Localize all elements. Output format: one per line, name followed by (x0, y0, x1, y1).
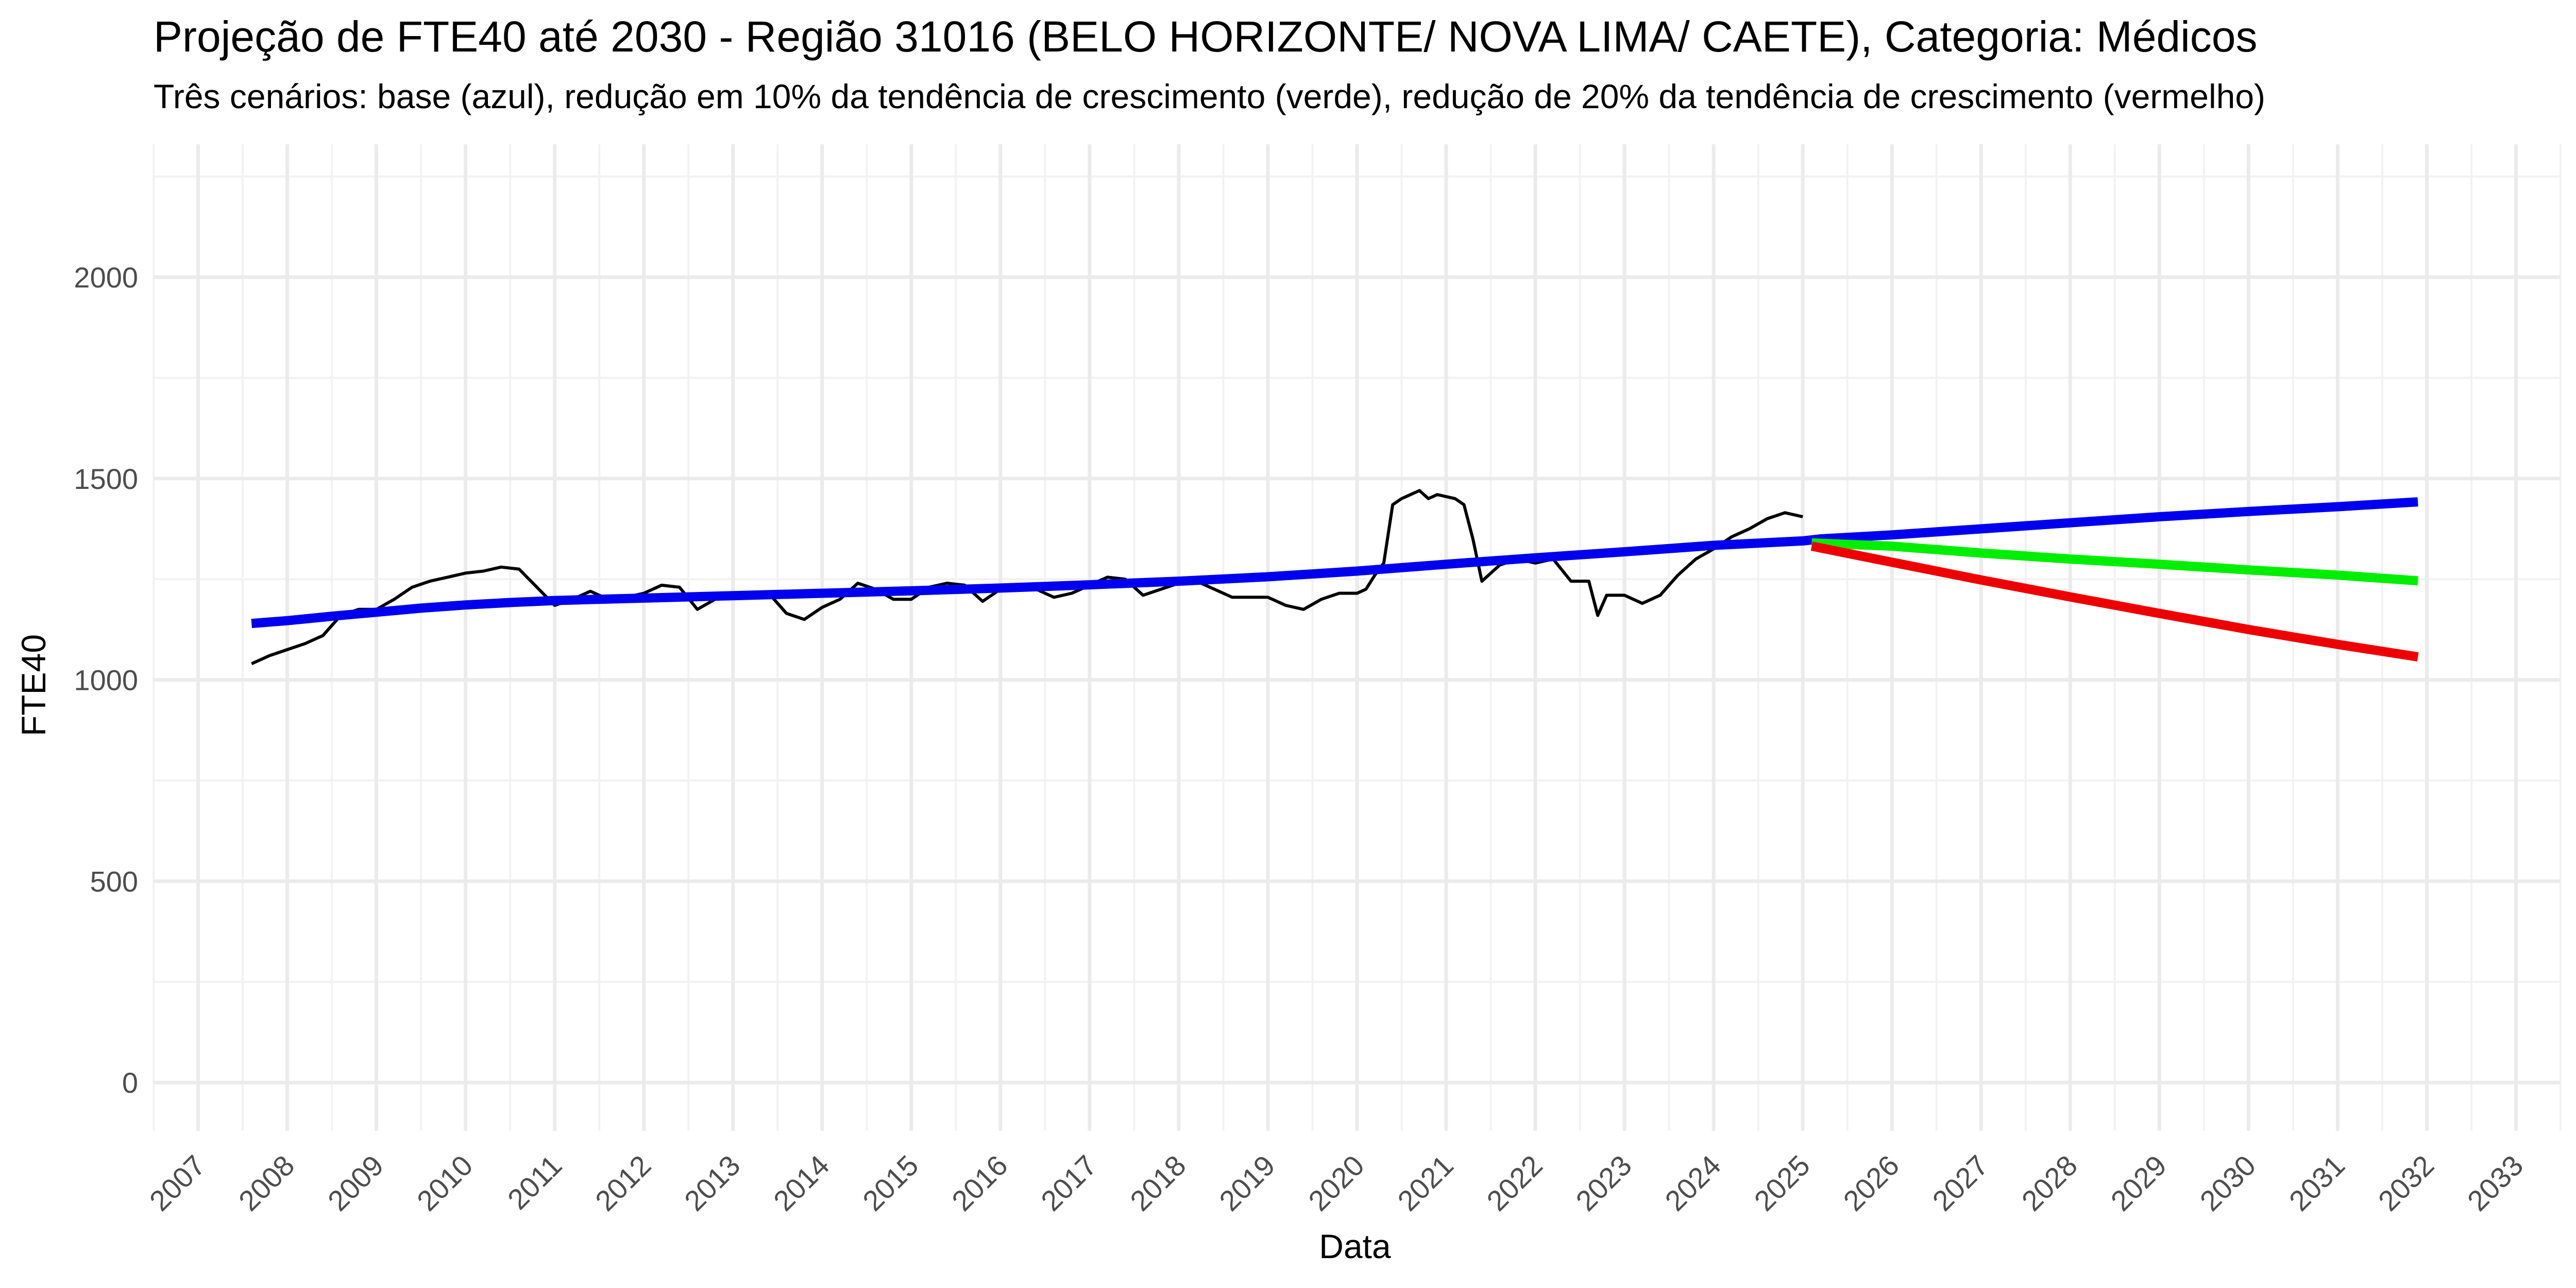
x-tick-label: 2012 (589, 1149, 657, 1217)
x-tick-label: 2007 (143, 1149, 212, 1217)
x-tick-label: 2033 (2461, 1149, 2530, 1217)
x-tick-label: 2025 (1748, 1149, 1816, 1217)
y-tick-label: 1000 (74, 664, 138, 697)
x-tick-label: 2023 (1569, 1149, 1638, 1217)
x-tick-label: 2010 (411, 1149, 479, 1217)
chart-subtitle: Três cenários: base (azul), redução em 1… (154, 77, 2265, 115)
series-reduction-10-line (1811, 538, 2418, 586)
x-tick-label: 2015 (856, 1149, 925, 1217)
series-reduction-20-line (1810, 541, 2419, 662)
x-tick-label: 2027 (1926, 1149, 1994, 1217)
x-tick-label: 2028 (2015, 1149, 2084, 1217)
x-tick-label: 2031 (2283, 1149, 2351, 1217)
x-tick-label: 2011 (501, 1149, 568, 1216)
y-tick-label: 500 (90, 865, 138, 897)
y-axis-title: FTE40 (14, 634, 53, 736)
x-tick-label: 2024 (1658, 1149, 1727, 1217)
x-tick-label: 2032 (2372, 1149, 2441, 1217)
y-axis-ticks: 0 500 1000 1500 2000 (74, 261, 138, 1099)
y-tick-label: 0 (122, 1066, 138, 1099)
x-tick-label: 2029 (2105, 1149, 2173, 1217)
y-tick-label: 2000 (74, 261, 138, 294)
series-observed-line (251, 489, 1803, 666)
x-axis-ticks: 2007 2008 2009 2010 2011 2012 2013 2014 2015 2016… (143, 1149, 2530, 1217)
series-base-line (251, 497, 2418, 629)
x-tick-label: 2016 (945, 1149, 1014, 1217)
x-tick-label: 2019 (1213, 1149, 1281, 1217)
x-axis-title: Data (1319, 1227, 1391, 1265)
x-tick-label: 2013 (678, 1149, 747, 1217)
y-tick-label: 1500 (74, 463, 138, 495)
x-tick-label: 2020 (1302, 1149, 1370, 1217)
series-lines (251, 489, 2419, 666)
x-tick-label: 2008 (232, 1149, 301, 1217)
x-tick-label: 2022 (1480, 1149, 1549, 1217)
x-tick-label: 2030 (2194, 1149, 2262, 1217)
x-tick-label: 2014 (767, 1149, 836, 1217)
major-grid (154, 144, 2561, 1131)
x-tick-label: 2021 (1391, 1149, 1460, 1217)
x-tick-label: 2009 (321, 1149, 390, 1217)
x-tick-label: 2026 (1837, 1149, 1905, 1217)
x-tick-label: 2018 (1124, 1149, 1192, 1217)
x-tick-label: 2017 (1035, 1149, 1103, 1217)
chart-title: Projeção de FTE40 até 2030 - Região 3101… (154, 12, 2258, 61)
